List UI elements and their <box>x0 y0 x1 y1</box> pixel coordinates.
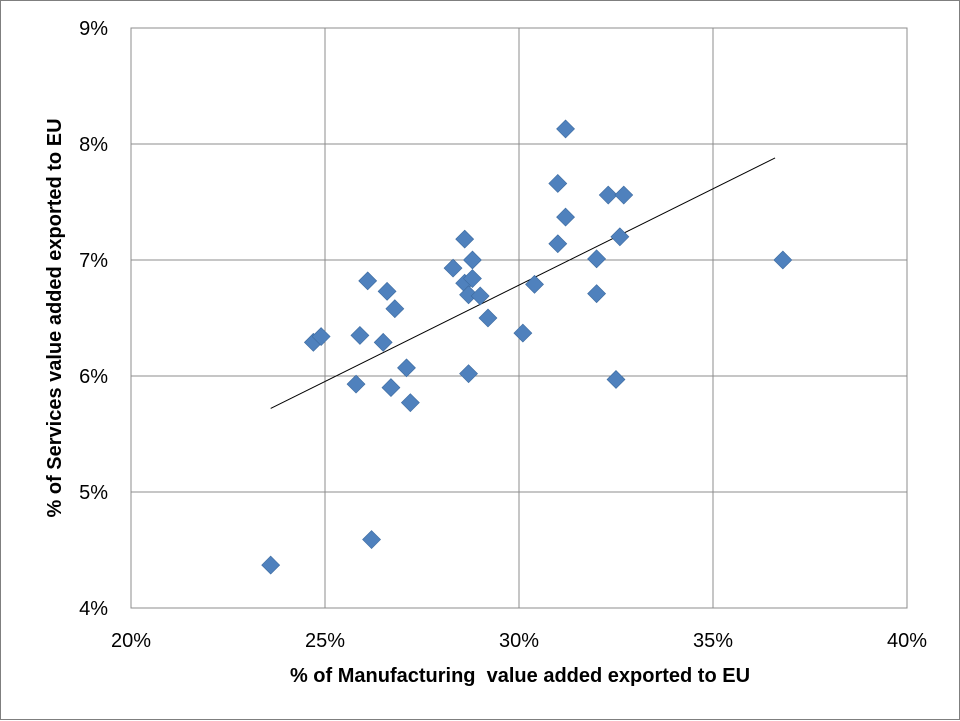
vertical-gridlines <box>324 28 714 608</box>
data-point <box>261 555 281 575</box>
data-point <box>362 530 381 549</box>
y-tick-label: 5% <box>79 482 108 504</box>
data-point <box>459 364 478 384</box>
data-point <box>598 185 618 205</box>
data-point <box>400 393 420 413</box>
x-axis-title: % of Manufacturing value added exported … <box>290 665 750 687</box>
data-point <box>478 308 498 328</box>
x-tick-label: 25% <box>305 630 345 652</box>
y-tick-label: 6% <box>79 366 108 388</box>
data-point <box>525 274 544 294</box>
data-point <box>513 323 533 343</box>
y-tick-label: 9% <box>79 18 108 40</box>
y-axis-title: % of Services value added exported to EU <box>44 118 66 517</box>
data-point <box>548 174 568 193</box>
y-tick-label: 4% <box>79 598 108 620</box>
data-point <box>606 370 626 389</box>
trendline <box>270 157 776 409</box>
x-tick-label: 20% <box>111 630 151 652</box>
data-point <box>397 358 416 378</box>
data-point <box>459 285 478 305</box>
data-point <box>381 378 401 398</box>
x-axis-tick-labels: 20% 25% 30% 35% 40% <box>111 630 927 652</box>
x-tick-label: 40% <box>887 630 927 652</box>
data-point <box>358 271 378 291</box>
y-tick-label: 7% <box>79 250 108 272</box>
data-point <box>455 229 475 249</box>
data-point <box>556 119 575 139</box>
data-point <box>373 332 393 352</box>
data-point <box>614 185 634 205</box>
data-point <box>463 269 482 288</box>
data-point <box>556 207 575 227</box>
data-point <box>463 250 482 270</box>
data-point <box>385 299 405 319</box>
data-point <box>350 325 370 345</box>
data-point <box>548 234 568 254</box>
data-point <box>377 281 397 301</box>
x-tick-label: 35% <box>693 630 733 652</box>
data-point <box>610 227 630 247</box>
data-point <box>587 284 607 304</box>
data-point <box>346 374 366 394</box>
y-tick-label: 8% <box>79 134 108 156</box>
data-point <box>587 249 607 269</box>
y-axis-tick-labels: 4% 5% 6% 7% 8% 9% <box>79 18 108 620</box>
data-point <box>773 250 793 270</box>
data-point <box>311 327 331 346</box>
data-point <box>443 258 463 278</box>
data-point <box>470 286 490 306</box>
x-tick-label: 30% <box>499 630 539 652</box>
data-points <box>261 119 793 575</box>
